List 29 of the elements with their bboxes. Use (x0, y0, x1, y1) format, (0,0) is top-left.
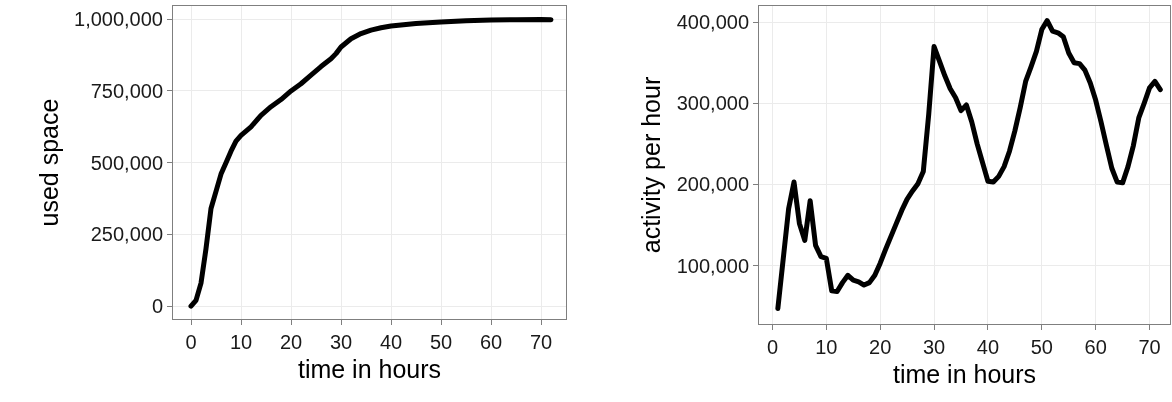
y-tick-label: 750,000 (90, 79, 163, 102)
x-tick-label: 40 (976, 336, 1000, 358)
x-tick-label: 30 (329, 331, 353, 353)
y-tick-label: 300,000 (676, 92, 749, 115)
y-tick-label: 200,000 (676, 173, 749, 196)
y-tick-label: 400,000 (676, 11, 749, 34)
y-axis-title: activity per hour (637, 76, 666, 254)
x-tick-label: 20 (279, 331, 303, 353)
x-tick-label: 20 (869, 336, 892, 358)
x-tick-label: 60 (1084, 336, 1107, 358)
x-tick-label: 10 (815, 336, 838, 358)
x-axis-title: time in hours (297, 355, 442, 383)
x-tick-label: 30 (922, 336, 946, 358)
x-tick-label: 10 (229, 331, 253, 353)
y-axis-title: used space (34, 98, 63, 227)
x-tick-label: 40 (379, 331, 403, 353)
y-tick-label: 1,000,000 (74, 8, 163, 31)
x-tick-label: 0 (766, 336, 779, 358)
x-axis-title: time in hours (892, 360, 1037, 388)
y-tick-label: 250,000 (90, 223, 163, 246)
y-tick-label: 100,000 (676, 254, 749, 277)
x-tick-label: 60 (479, 331, 503, 353)
x-tick-label: 70 (529, 331, 553, 353)
y-tick-label: 500,000 (90, 151, 163, 174)
x-tick-label: 50 (429, 331, 453, 353)
x-tick-label: 50 (1030, 336, 1053, 358)
y-tick-label: 0 (151, 295, 163, 318)
x-tick-label: 0 (185, 331, 197, 353)
x-tick-label: 70 (1138, 336, 1161, 358)
